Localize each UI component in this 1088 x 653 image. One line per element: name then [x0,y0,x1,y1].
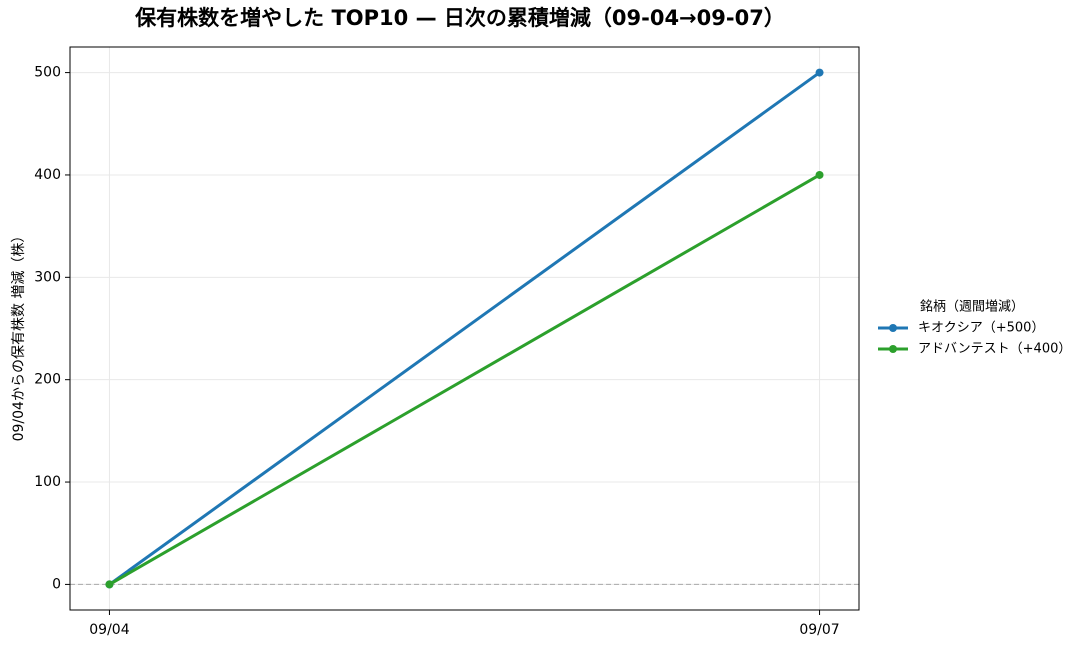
legend-label: キオクシア（+500） [918,321,1044,336]
plot-frame [69,46,860,611]
y-tick-label: 400 [34,167,61,183]
point [815,68,824,77]
chart-title: 保有株数を増やした TOP10 — 日次の累積増減（09-04→09-07） [134,6,785,30]
y-tick-label: 300 [34,269,61,285]
series-line [108,173,821,586]
y-tick-label: 0 [52,576,61,592]
legend-label: アドバンテスト（+400） [918,342,1071,357]
point [105,580,114,589]
point [815,170,824,179]
legend-marker [889,324,897,332]
legend-marker [889,345,897,353]
y-tick-label: 100 [34,474,61,490]
y-axis-label: 09/04からの保有株数 増減（株） [10,229,27,442]
x-tick-label: 09/07 [799,622,839,638]
x-tick-label: 09/04 [89,622,129,638]
y-tick-label: 200 [34,372,61,388]
legend-title: 銘柄（週間増減） [920,299,1024,315]
series-line [108,71,821,586]
y-tick-label: 500 [34,65,61,81]
